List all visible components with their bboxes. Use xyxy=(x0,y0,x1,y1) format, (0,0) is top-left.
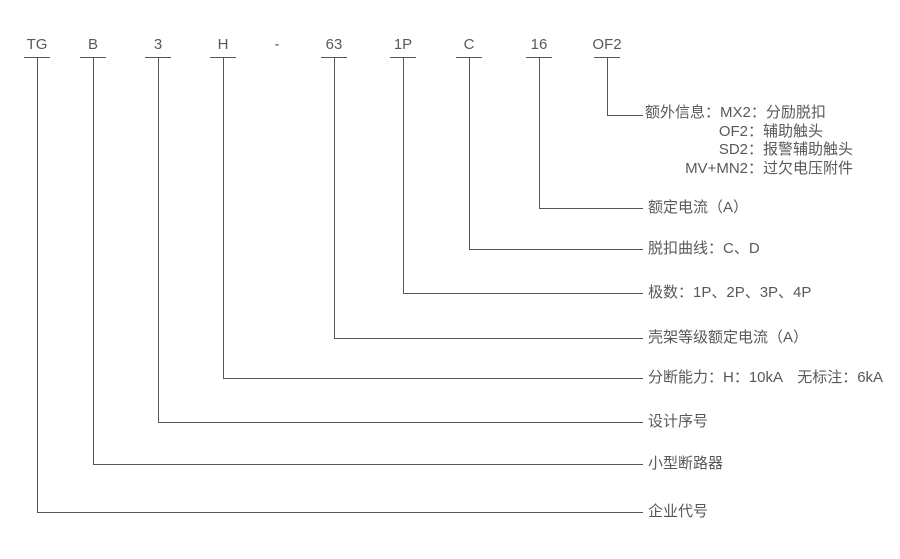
label-design-serial: 设计序号 xyxy=(648,413,709,430)
code-segment-b: B xyxy=(87,36,99,53)
code-segment-63: 63 xyxy=(325,36,343,53)
code-segment-16: 16 xyxy=(530,36,548,53)
code-segment-dash: - xyxy=(274,36,280,53)
extra-info-desc: ：过欠电压附件 xyxy=(748,159,854,177)
extra-info-desc: ：辅助触头 xyxy=(748,122,824,140)
extra-info-desc: ：分励脱扣 xyxy=(750,104,826,121)
extra-info-row: OF2 ：辅助触头 xyxy=(645,123,853,142)
code-segment-h: H xyxy=(217,36,229,53)
extra-info-row: SD2 ：报警辅助触头 xyxy=(645,141,853,160)
connector-line-16 xyxy=(539,57,643,209)
label-frame-current: 壳架等级额定电流（A） xyxy=(648,329,809,346)
connector-line-h xyxy=(223,57,643,379)
label-trip-curve: 脱扣曲线：C、D xyxy=(648,240,760,257)
connector-line-tg xyxy=(37,57,643,513)
label-extra-info: 额外信息：MX2 ：分励脱扣 OF2 ：辅助触头 SD2 ：报警辅助触头 MV+… xyxy=(645,104,853,178)
connector-line-c xyxy=(469,57,643,250)
extra-info-code: OF2 xyxy=(718,122,748,140)
connector-line-b xyxy=(93,57,643,465)
extra-info-row: MV+MN2 ：过欠电压附件 xyxy=(645,160,853,179)
connector-line-63 xyxy=(334,57,643,339)
label-enterprise-code: 企业代号 xyxy=(648,503,709,520)
label-mcb: 小型断路器 xyxy=(648,455,724,472)
extra-info-code: SD2 xyxy=(718,141,748,158)
extra-info-row: 额外信息：MX2 ：分励脱扣 xyxy=(645,104,853,123)
label-poles: 极数：1P、2P、3P、4P xyxy=(648,284,812,301)
code-segment-1p: 1P xyxy=(393,36,413,53)
connector-line-of2 xyxy=(607,57,643,116)
code-segment-tg: TG xyxy=(26,36,48,53)
code-segment-of2: OF2 xyxy=(592,36,622,53)
connector-line-1p xyxy=(403,57,643,294)
label-breaking-capacity: 分断能力：H：10kA 无标注：6kA xyxy=(648,369,884,386)
label-rated-current: 额定电流（A） xyxy=(648,199,749,216)
connector-line-3 xyxy=(158,57,643,423)
extra-info-desc: ：报警辅助触头 xyxy=(748,141,854,158)
code-segment-c: C xyxy=(463,36,475,53)
extra-info-code: 额外信息：MX2 xyxy=(645,104,751,121)
code-segment-3: 3 xyxy=(153,36,163,53)
extra-info-code: MV+MN2 xyxy=(685,159,748,177)
